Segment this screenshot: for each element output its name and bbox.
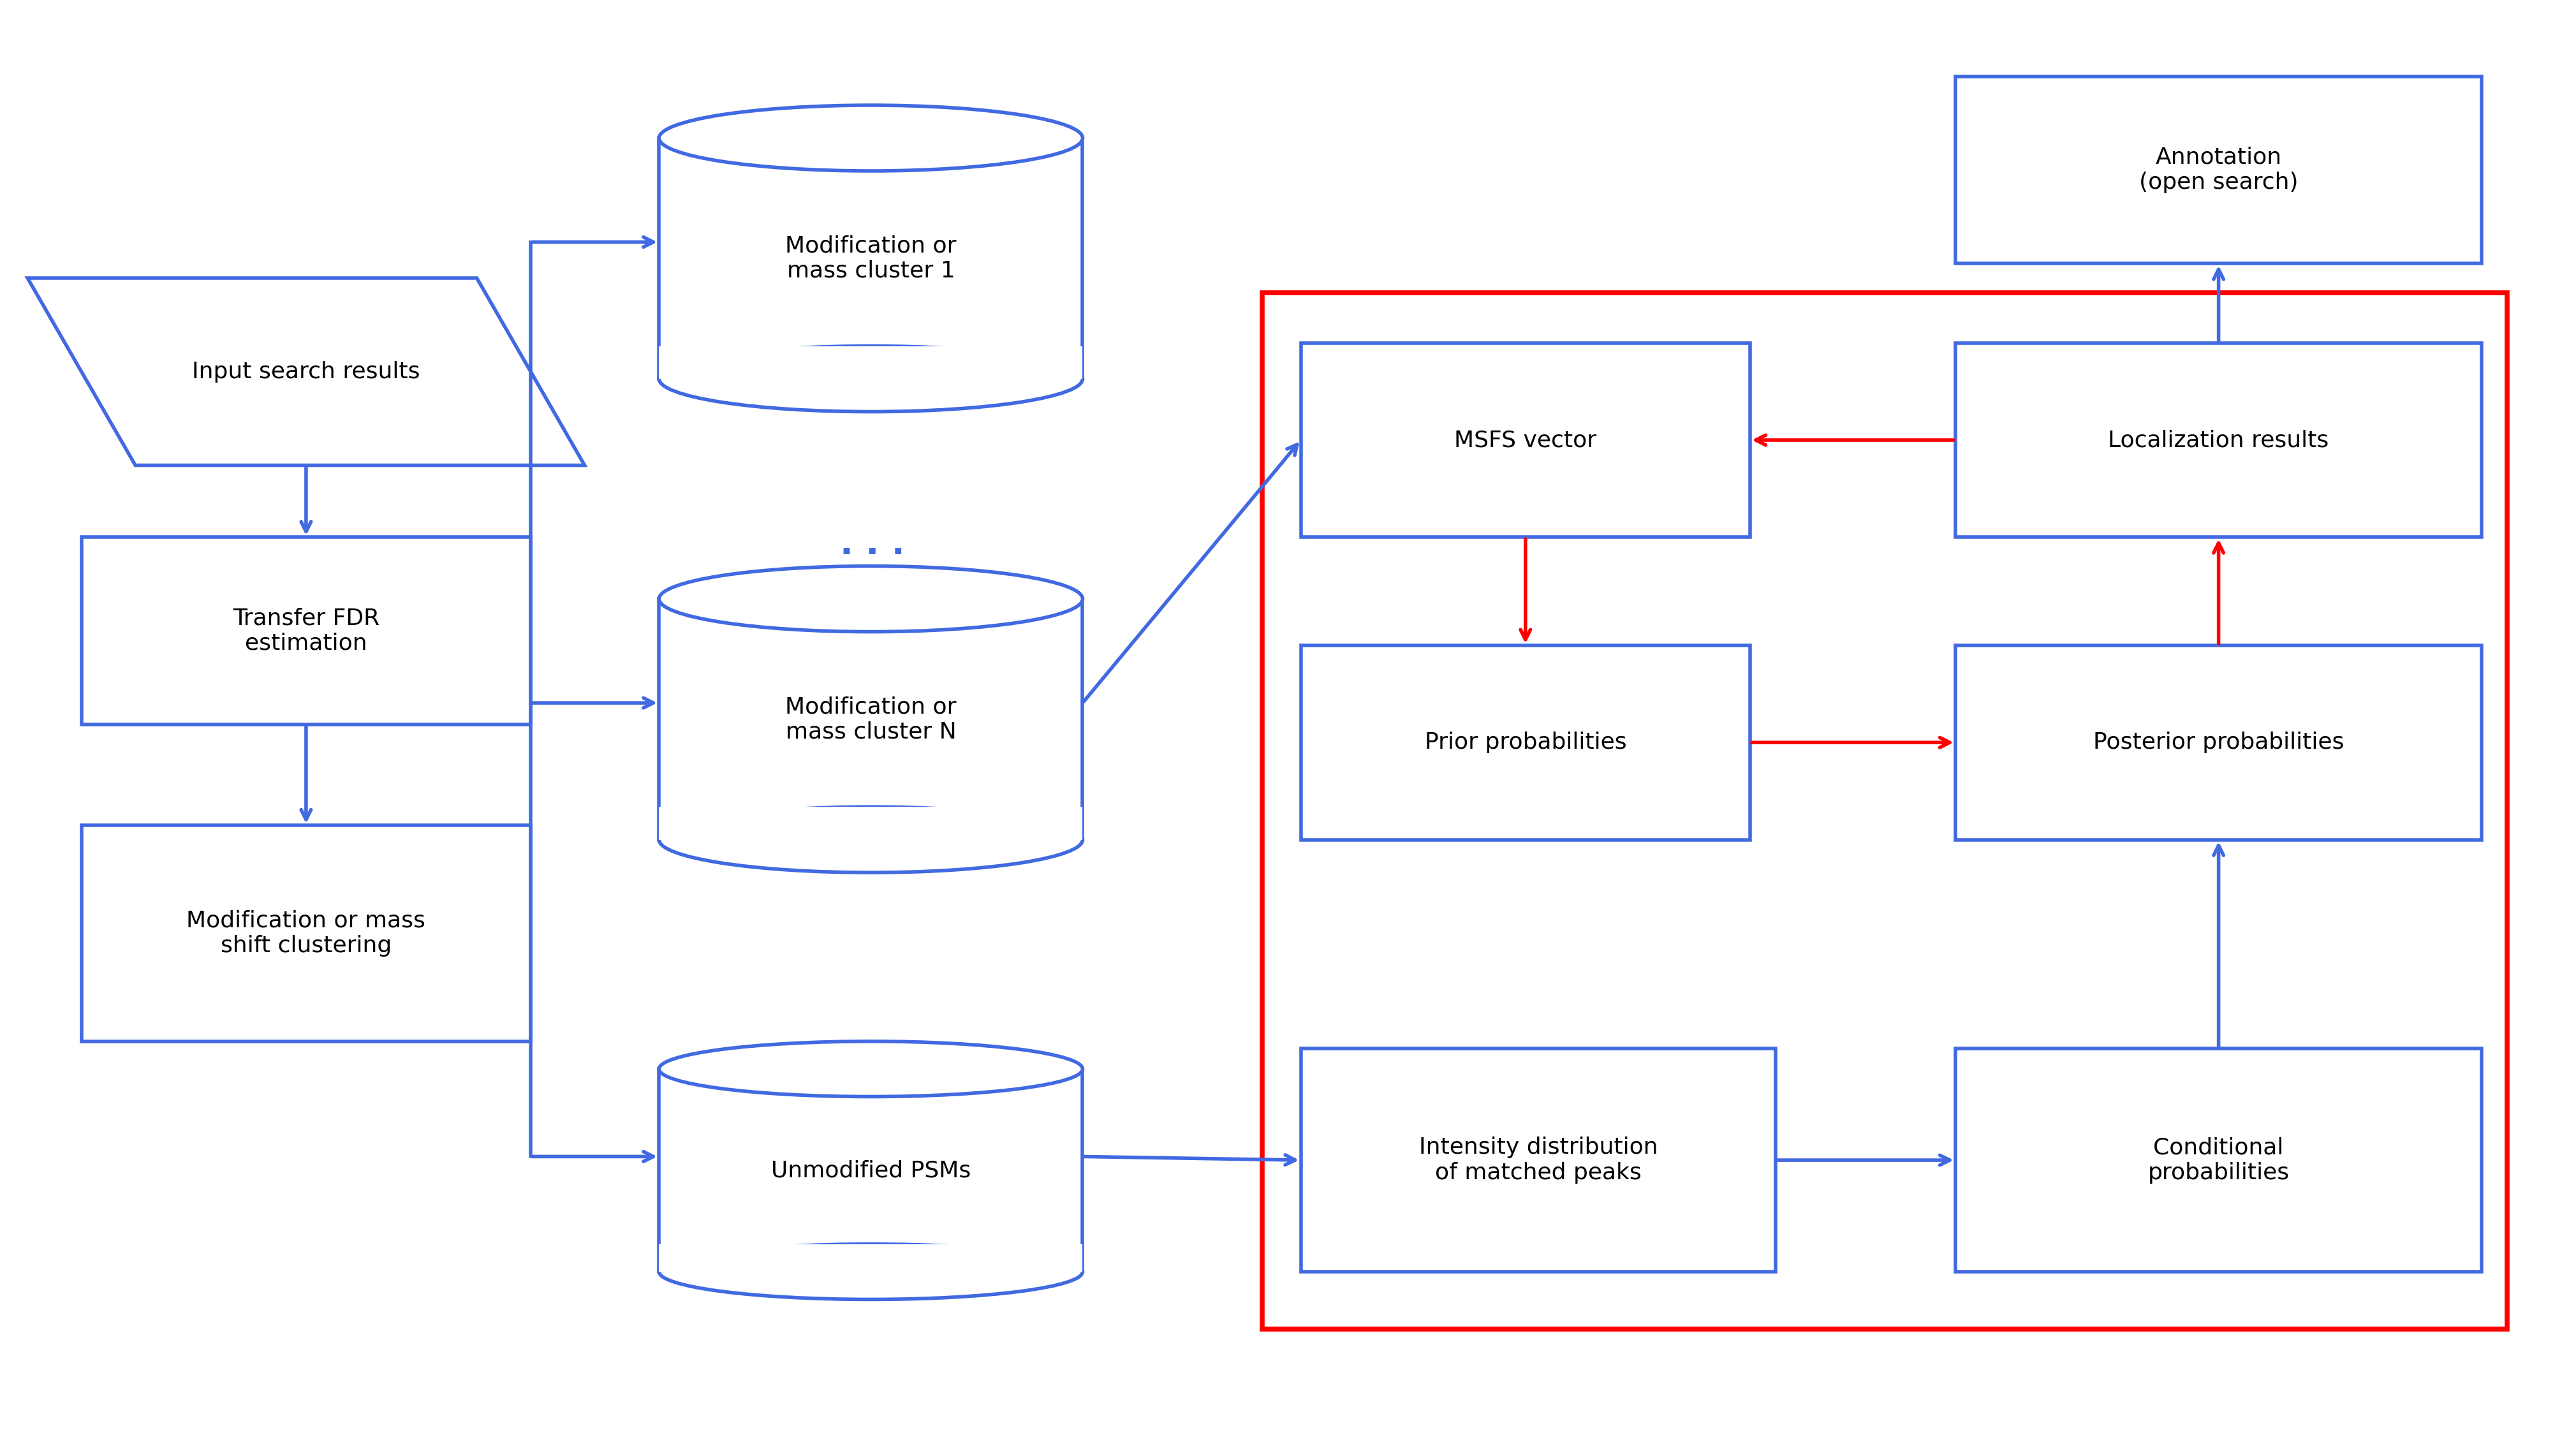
Ellipse shape	[659, 346, 1082, 412]
FancyBboxPatch shape	[1301, 645, 1749, 840]
FancyBboxPatch shape	[82, 826, 531, 1042]
Ellipse shape	[659, 106, 1082, 171]
Text: Unmodified PSMs: Unmodified PSMs	[770, 1159, 971, 1181]
FancyBboxPatch shape	[659, 346, 1082, 378]
FancyBboxPatch shape	[659, 1245, 1082, 1272]
FancyBboxPatch shape	[82, 538, 531, 724]
FancyBboxPatch shape	[1955, 343, 2481, 538]
Text: Posterior probabilities: Posterior probabilities	[2094, 732, 2344, 753]
Text: Input search results: Input search results	[193, 361, 420, 383]
Ellipse shape	[659, 807, 1082, 872]
Text: Prior probabilities: Prior probabilities	[1425, 732, 1625, 753]
Ellipse shape	[659, 1042, 1082, 1097]
Text: Modification or
mass cluster N: Modification or mass cluster N	[786, 696, 956, 743]
Text: Localization results: Localization results	[2107, 429, 2329, 451]
Text: Annotation
(open search): Annotation (open search)	[2138, 146, 2298, 194]
Text: Intensity distribution
of matched peaks: Intensity distribution of matched peaks	[1419, 1136, 1659, 1184]
FancyBboxPatch shape	[659, 807, 1082, 840]
Polygon shape	[659, 1069, 1082, 1272]
Text: Modification or
mass cluster 1: Modification or mass cluster 1	[786, 235, 956, 283]
Text: Modification or mass
shift clustering: Modification or mass shift clustering	[185, 910, 425, 956]
FancyBboxPatch shape	[1955, 1049, 2481, 1272]
Polygon shape	[659, 598, 1082, 840]
Ellipse shape	[659, 1245, 1082, 1300]
Text: MSFS vector: MSFS vector	[1455, 429, 1597, 451]
Ellipse shape	[659, 567, 1082, 632]
FancyBboxPatch shape	[1301, 1049, 1775, 1272]
FancyBboxPatch shape	[1955, 77, 2481, 264]
Text: . . .: . . .	[840, 527, 904, 562]
Polygon shape	[28, 278, 585, 465]
Text: Conditional
probabilities: Conditional probabilities	[2148, 1136, 2290, 1184]
Text: Transfer FDR
estimation: Transfer FDR estimation	[232, 607, 379, 655]
FancyBboxPatch shape	[1955, 645, 2481, 840]
FancyBboxPatch shape	[1301, 343, 1749, 538]
Polygon shape	[659, 138, 1082, 378]
